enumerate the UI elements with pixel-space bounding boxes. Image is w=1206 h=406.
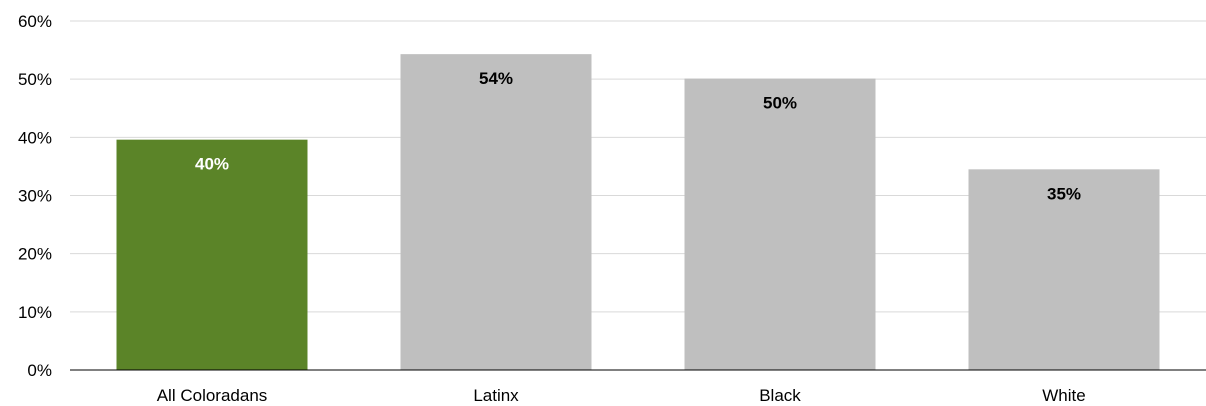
bars (116, 54, 1160, 371)
bar (968, 169, 1160, 370)
category-label: White (1042, 386, 1085, 405)
data-label: 54% (479, 69, 513, 88)
bar (684, 78, 876, 371)
y-tick-label: 0% (27, 361, 52, 380)
bar (400, 54, 592, 370)
y-tick-label: 20% (18, 245, 52, 264)
data-label: 35% (1047, 184, 1081, 203)
category-labels: All Coloradans Latinx Black White (157, 386, 1086, 405)
y-tick-label: 60% (18, 12, 52, 31)
category-label: All Coloradans (157, 386, 268, 405)
bar (116, 139, 308, 370)
category-label: Latinx (473, 386, 519, 405)
y-tick-label: 30% (18, 187, 52, 206)
y-axis-tick-labels: 0% 10% 20% 30% 40% 50% 60% (18, 12, 52, 380)
category-label: Black (759, 386, 801, 405)
y-tick-label: 40% (18, 128, 52, 147)
y-tick-label: 50% (18, 70, 52, 89)
data-label: 50% (763, 94, 797, 113)
data-labels: 40% 54% 50% 35% (195, 69, 1081, 203)
y-tick-label: 10% (18, 303, 52, 322)
data-label: 40% (195, 155, 229, 174)
